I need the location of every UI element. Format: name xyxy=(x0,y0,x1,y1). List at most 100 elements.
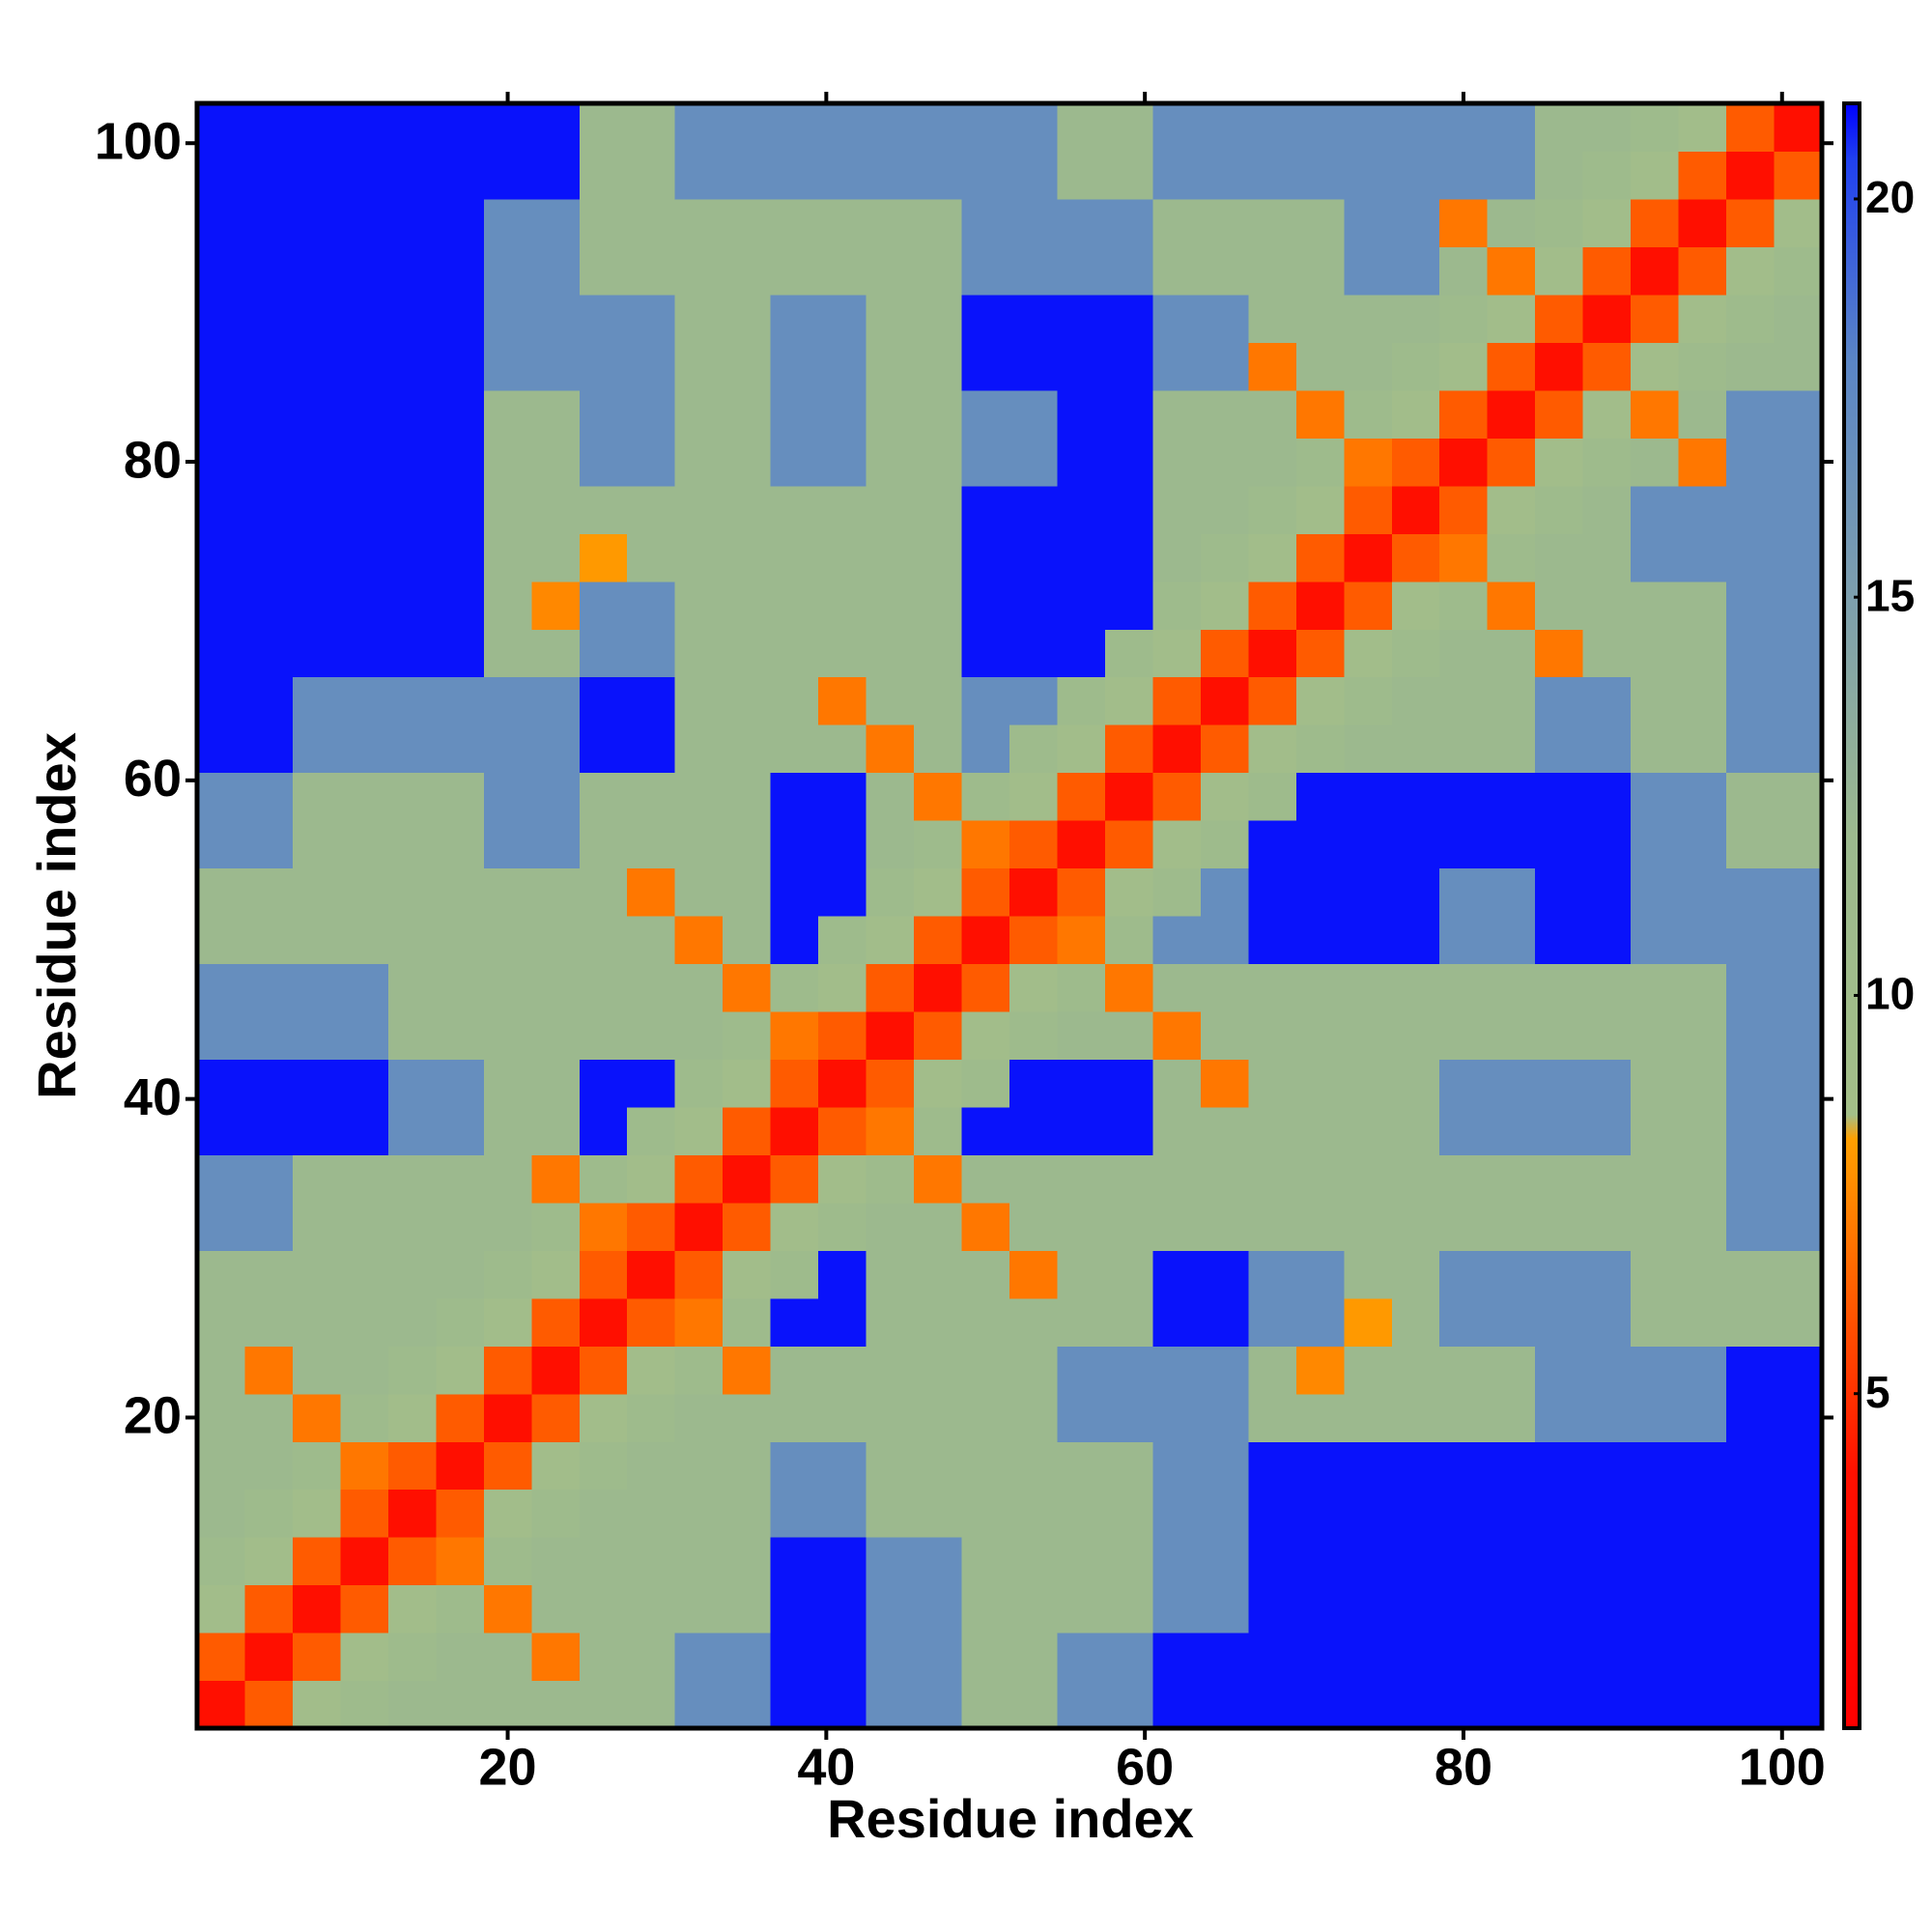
cell xyxy=(1009,1489,1059,1538)
cell xyxy=(1200,1059,1249,1108)
cell xyxy=(627,151,676,200)
cell xyxy=(387,246,437,296)
cell xyxy=(818,820,867,869)
cell xyxy=(244,1250,294,1299)
cell xyxy=(436,581,485,630)
cell xyxy=(627,1441,676,1491)
x-tick-label: 100 xyxy=(1739,1738,1826,1796)
cell xyxy=(1057,629,1106,678)
cell xyxy=(866,198,915,248)
cell xyxy=(866,724,915,774)
cell xyxy=(627,963,676,1012)
cell xyxy=(914,1010,963,1061)
cell xyxy=(292,916,342,965)
cell xyxy=(387,676,437,725)
cell xyxy=(1678,820,1727,869)
cell xyxy=(1295,629,1345,678)
cell xyxy=(1057,1202,1106,1251)
cell xyxy=(914,198,963,248)
cell xyxy=(1295,294,1345,343)
cell xyxy=(340,629,389,678)
cell xyxy=(1248,1297,1297,1347)
cell xyxy=(1774,916,1823,965)
cell xyxy=(1200,342,1249,391)
cell xyxy=(1248,916,1297,965)
cell xyxy=(292,1393,342,1442)
cell xyxy=(340,867,389,917)
cell xyxy=(1152,1393,1202,1442)
cell xyxy=(1009,1537,1059,1586)
cell xyxy=(1248,1059,1297,1108)
cell xyxy=(1200,151,1249,200)
cell xyxy=(818,1059,867,1108)
cell xyxy=(197,581,246,630)
cell xyxy=(627,485,676,534)
cell xyxy=(387,772,437,821)
cell xyxy=(244,820,294,869)
cell xyxy=(1631,1633,1680,1682)
cell xyxy=(1104,151,1154,200)
cell xyxy=(1200,676,1249,725)
cell xyxy=(1774,1680,1823,1729)
cell xyxy=(914,676,963,725)
cell xyxy=(1391,1297,1440,1347)
cell xyxy=(1104,724,1154,774)
cell xyxy=(1248,1106,1297,1155)
cell xyxy=(197,916,246,965)
cell xyxy=(770,676,819,725)
cell xyxy=(531,1537,581,1586)
cell xyxy=(531,916,581,965)
cell xyxy=(436,916,485,965)
cell xyxy=(1152,629,1202,678)
cell xyxy=(292,1346,342,1395)
cell xyxy=(1344,198,1393,248)
cell xyxy=(531,389,581,439)
cell xyxy=(1439,485,1489,534)
cell xyxy=(961,963,1010,1012)
cell xyxy=(1200,438,1249,487)
cell xyxy=(1439,963,1489,1012)
cell xyxy=(1487,963,1536,1012)
cell xyxy=(1104,485,1154,534)
cell xyxy=(436,1154,485,1204)
cell xyxy=(1009,1059,1059,1108)
cell xyxy=(340,963,389,1012)
cell xyxy=(531,438,581,487)
cell xyxy=(292,676,342,725)
cell xyxy=(1057,151,1106,200)
cell xyxy=(387,916,437,965)
cell xyxy=(1104,1250,1154,1299)
cell xyxy=(961,724,1010,774)
cell xyxy=(292,1059,342,1108)
cell xyxy=(292,151,342,200)
cell xyxy=(1487,1106,1536,1155)
cell xyxy=(483,294,532,343)
cell xyxy=(1774,1346,1823,1395)
cell xyxy=(1678,916,1727,965)
cell xyxy=(579,103,628,153)
cell xyxy=(1152,772,1202,821)
cell xyxy=(1726,1250,1776,1299)
cell xyxy=(674,820,724,869)
cell xyxy=(531,533,581,582)
cell xyxy=(1487,581,1536,630)
cell xyxy=(1248,198,1297,248)
cell xyxy=(1200,1010,1249,1061)
cell xyxy=(1774,772,1823,821)
cell xyxy=(1009,1441,1059,1491)
cell xyxy=(292,103,342,153)
cell xyxy=(1391,198,1440,248)
cell xyxy=(1487,198,1536,248)
cell xyxy=(1248,438,1297,487)
cell xyxy=(387,1106,437,1155)
cell xyxy=(1248,1010,1297,1061)
cell xyxy=(1344,916,1393,965)
cell xyxy=(818,1346,867,1395)
colorbar xyxy=(1842,101,1861,1730)
cell xyxy=(1535,629,1584,678)
cell xyxy=(914,246,963,296)
cell xyxy=(1152,1154,1202,1204)
cell xyxy=(1104,342,1154,391)
colorbar-tick-label: 15 xyxy=(1865,570,1915,620)
cell xyxy=(244,916,294,965)
